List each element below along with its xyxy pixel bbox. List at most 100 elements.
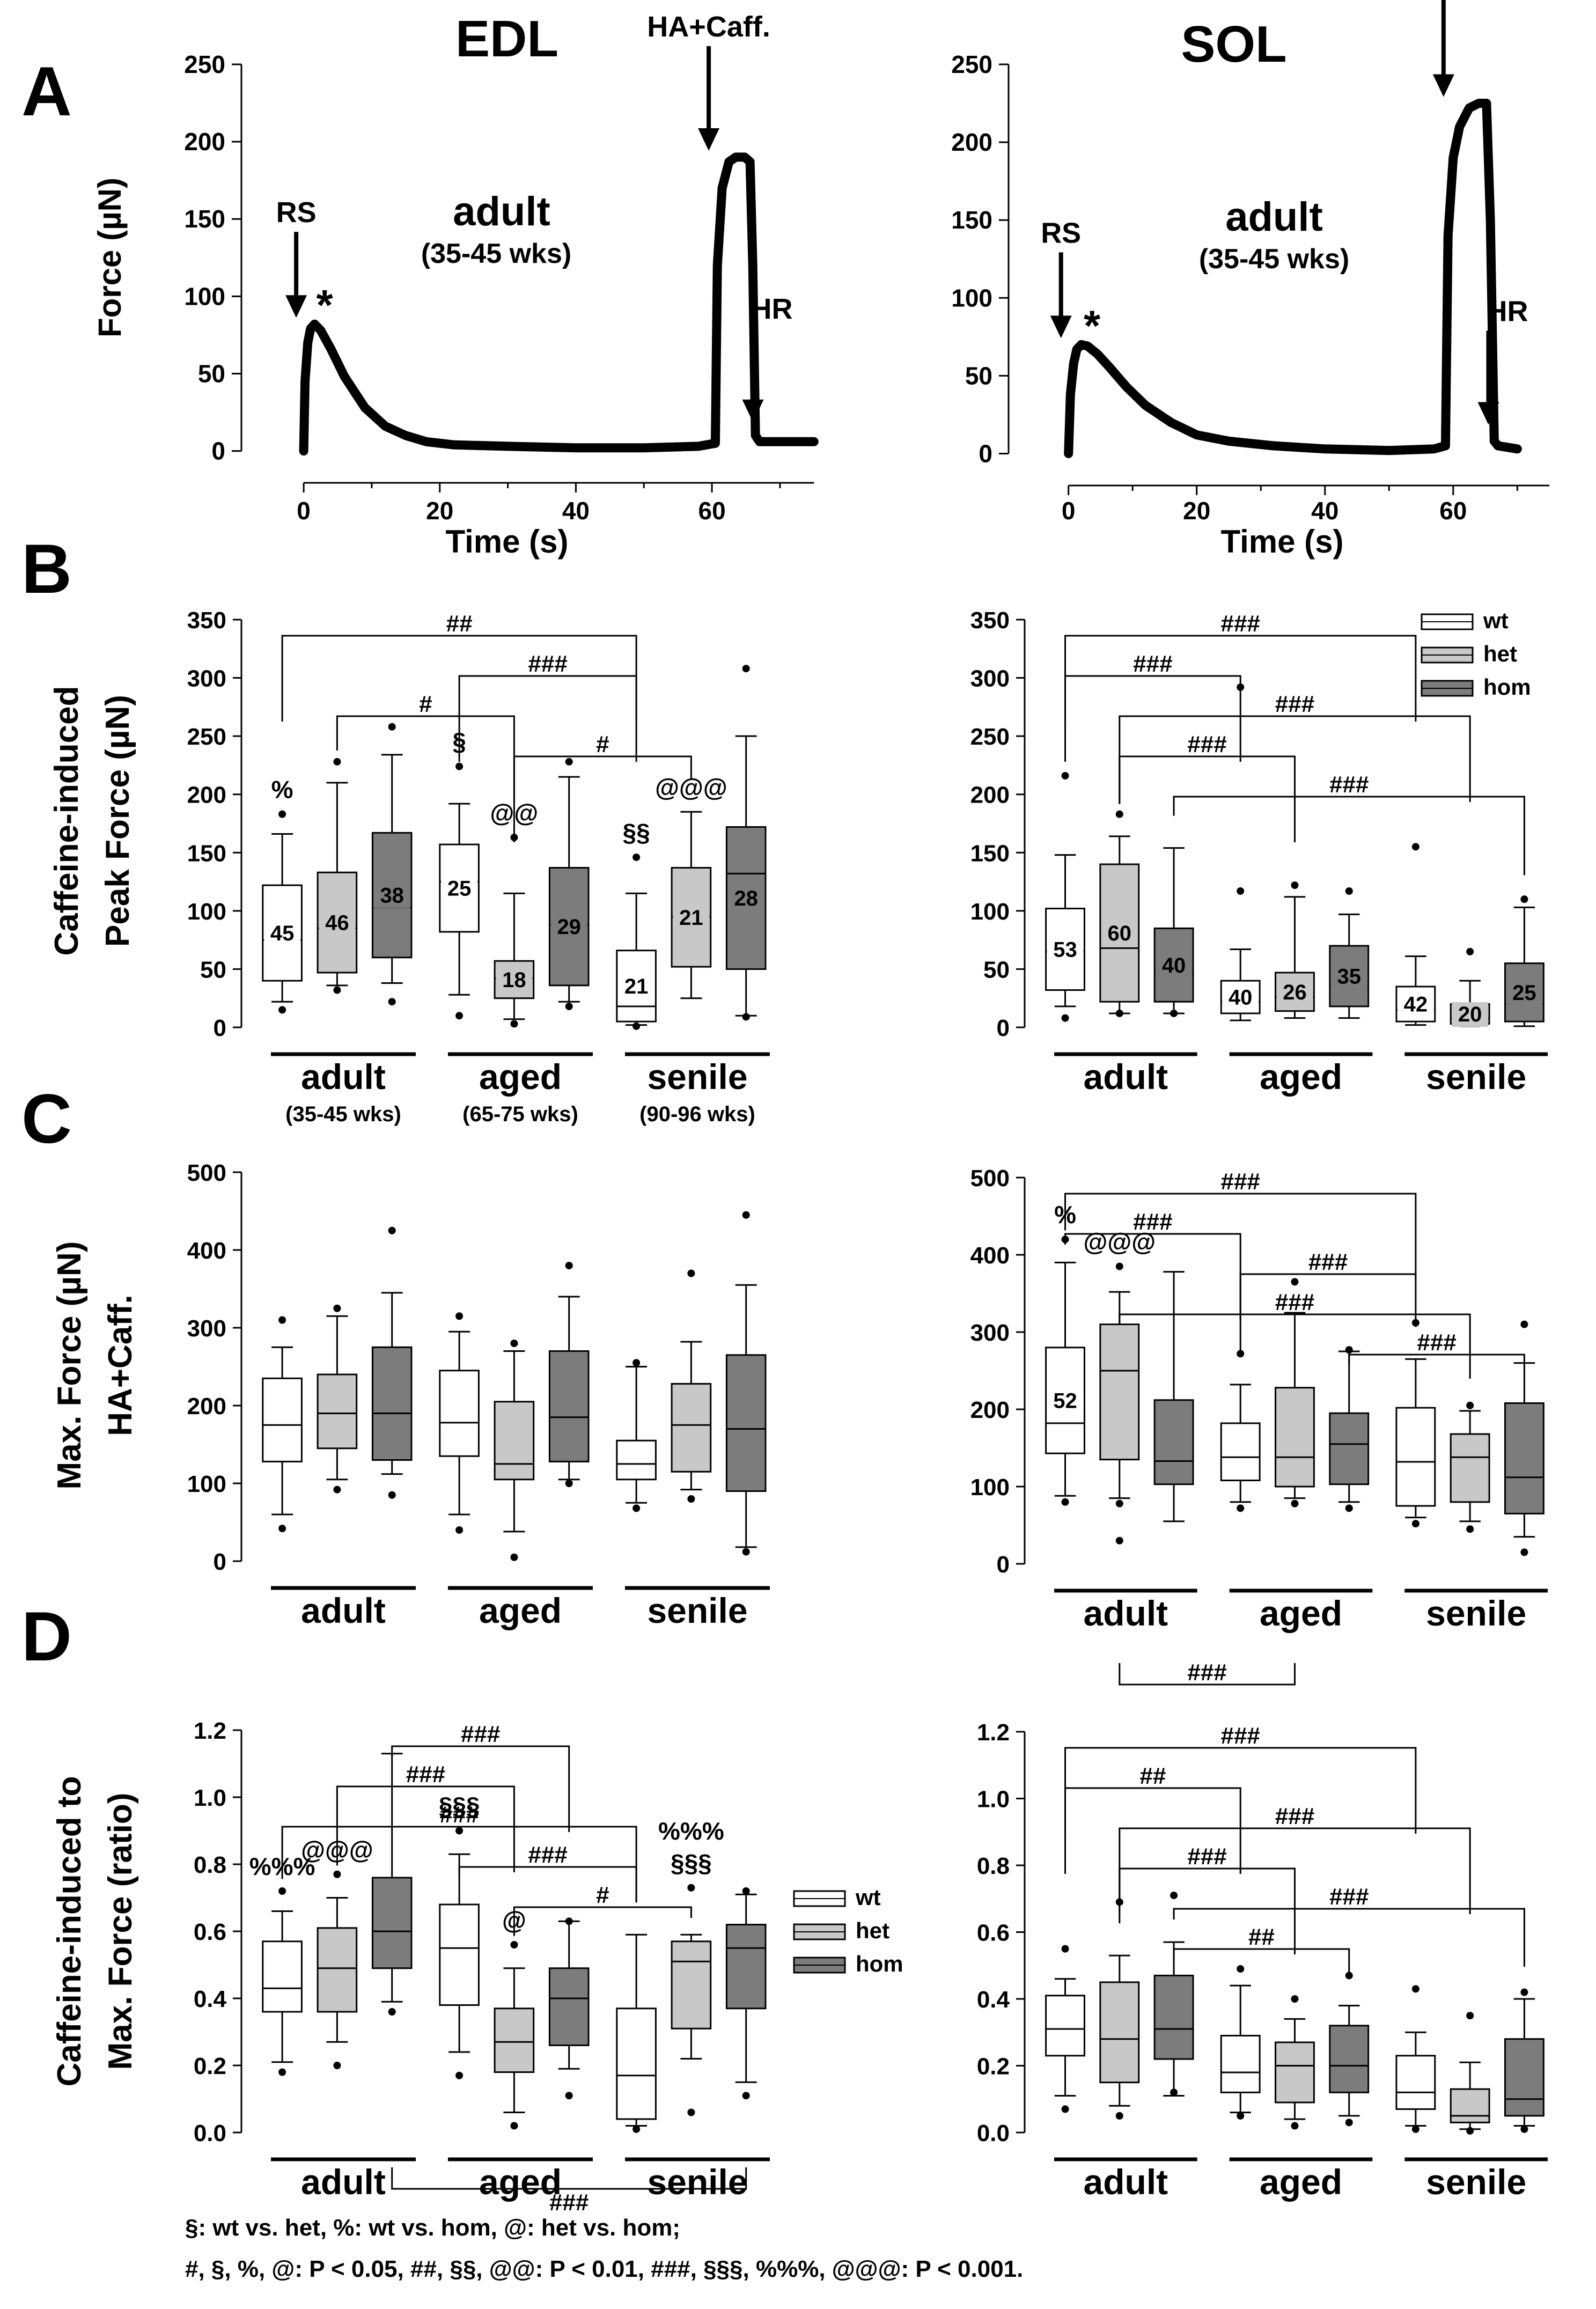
comparison-bracket (1064, 1787, 1241, 1874)
y-tick-label: 0.4 (977, 1987, 1010, 2013)
n-label-bg (319, 910, 356, 936)
outlier-point (455, 1827, 464, 1835)
outlier-point (278, 2068, 286, 2076)
outlier-point (510, 2122, 518, 2130)
n-label-bg (1047, 1388, 1084, 1414)
group-label-aged: aged (1260, 2162, 1342, 2202)
legend-label-hom: hom (856, 1951, 903, 1976)
outlier-point (1520, 1548, 1528, 1556)
y-tick-label: 0.8 (977, 1853, 1010, 1879)
outlier-point (1061, 1945, 1069, 1953)
peak-asterisk: * (1084, 302, 1101, 349)
outlier-point (632, 853, 641, 861)
bracket-label: ### (528, 1842, 567, 1868)
bracket-label: ### (1275, 691, 1314, 717)
y-tick-label: 350 (970, 607, 1010, 634)
n-label: 20 (1458, 1003, 1482, 1026)
stimulus-arrow-head (1432, 74, 1454, 97)
group-label-adult: adult (1084, 1057, 1168, 1097)
outlier-point (333, 1486, 341, 1494)
box-het (1099, 1323, 1140, 1461)
age-label: (35-45 wks) (421, 238, 571, 269)
outlier-point (1411, 2125, 1420, 2133)
bracket-label: # (596, 731, 609, 758)
outlier-point (510, 1941, 518, 1948)
group-label-adult: adult (301, 1057, 386, 1097)
bracket-label: ### (406, 1761, 445, 1788)
column-title-sol: SOL (1181, 16, 1286, 73)
stimulus-arrow-head (285, 295, 307, 318)
box-wt (262, 1377, 303, 1462)
outlier-point (1466, 947, 1474, 955)
y-tick-label: 0.2 (194, 2053, 226, 2079)
outlier-point (1115, 1262, 1123, 1270)
outlier-point (1466, 2012, 1474, 2020)
x-tick-label: 20 (1183, 497, 1210, 525)
y-tick-label: 0.0 (194, 2120, 226, 2146)
n-label: 18 (502, 968, 526, 992)
group-label-aged: aged (479, 1591, 562, 1630)
box-wt (1220, 2034, 1261, 2093)
outlier-point (1237, 1350, 1245, 1358)
y-tick-label: 100 (184, 282, 225, 310)
n-label-bg (1452, 1002, 1489, 1027)
n-label-bg (1397, 992, 1434, 1017)
peak-asterisk: * (317, 281, 334, 329)
y-axis-label: Max. Force (ratio) (102, 1793, 139, 2070)
outlier-point (1411, 843, 1420, 851)
y-tick-label: 0.0 (977, 2120, 1010, 2146)
outlier-point (455, 762, 464, 770)
y-axis-label: Caffeine-induced to (51, 1776, 88, 2087)
box-hom (1329, 2025, 1370, 2093)
comparison-bracket (458, 1866, 637, 1903)
n-label: 21 (679, 906, 703, 930)
y-tick-label: 50 (965, 362, 992, 389)
x-tick-label: 60 (1439, 497, 1467, 525)
y-tick-label: 200 (187, 1393, 226, 1420)
outlier-point (1115, 1499, 1123, 1508)
n-label-bg (727, 886, 764, 911)
bracket-label: ### (549, 2189, 589, 2216)
y-tick-label: 400 (970, 1242, 1010, 1269)
n-label-bg (441, 876, 478, 901)
n-label: 25 (1512, 981, 1536, 1005)
outlier-point (455, 2071, 464, 2079)
bracket-label: ### (1220, 1168, 1260, 1195)
outlier-point (1237, 1504, 1245, 1512)
outlier-point (455, 1012, 464, 1020)
box-hom (1329, 1412, 1370, 1486)
box-wt (1220, 1422, 1261, 1481)
x-tick-label: 20 (426, 497, 453, 525)
stimulus-arrow-head (1050, 315, 1072, 339)
y-tick-label: 1.2 (194, 1718, 226, 1744)
n-label: 40 (1162, 954, 1186, 977)
group-label-senile: senile (647, 1057, 747, 1097)
outlier-point (510, 1020, 518, 1028)
outlier-point (388, 1491, 396, 1499)
y-tick-label: 0 (214, 1015, 226, 1041)
n-label-bg (1047, 937, 1084, 962)
bracket-label: ### (1275, 1289, 1314, 1315)
outlier-point (333, 758, 341, 766)
outlier-point (1237, 1965, 1245, 1973)
condition-label: adult (1225, 194, 1323, 240)
bracket-label: ### (439, 1801, 479, 1828)
box-wt (1395, 2055, 1436, 2110)
n-label-bg (264, 921, 301, 946)
outlier-point (1345, 2119, 1353, 2127)
box-het (1275, 1387, 1315, 1488)
legend-label-hom: hom (1483, 674, 1531, 700)
y-tick-label: 300 (970, 1320, 1010, 1346)
y-tick-label: 0.4 (194, 1986, 227, 2012)
n-label-bg (1330, 964, 1367, 989)
n-label-bg (1101, 921, 1138, 946)
comparison-bracket (1119, 1313, 1471, 1379)
bracket-label: ### (1417, 1329, 1456, 1356)
box-hom (725, 1354, 767, 1492)
y-tick-label: 300 (187, 1315, 226, 1342)
x-axis-label: Time (s) (1221, 524, 1344, 560)
x-tick-label: 60 (698, 497, 725, 525)
bracket-label: ### (1220, 1723, 1260, 1749)
outlier-point (278, 1887, 286, 1895)
box-hom (1504, 1402, 1544, 1514)
